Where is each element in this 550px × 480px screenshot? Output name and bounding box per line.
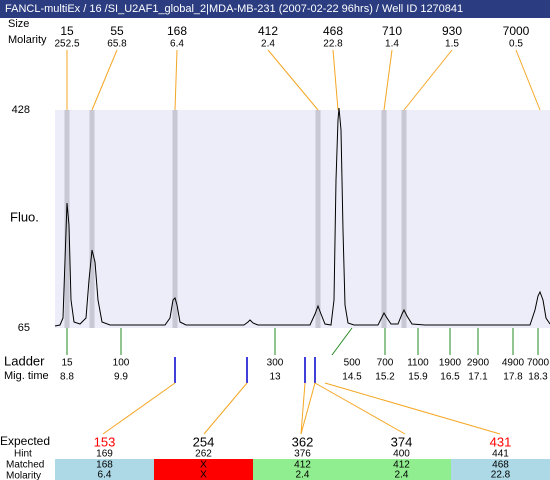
expected-label: Expected	[0, 434, 50, 448]
matched-label: Matched	[6, 460, 44, 471]
matched-cell	[352, 459, 451, 480]
y-min: 65	[18, 322, 30, 334]
hint-label: Hint	[14, 449, 32, 460]
peak-band	[64, 110, 70, 328]
matched-value: 168	[96, 460, 113, 471]
mig-time-label: Mig. time	[4, 370, 49, 382]
peak-band	[315, 110, 321, 328]
ladder-time: 15.2	[375, 372, 395, 383]
peak-connector	[515, 49, 541, 111]
ladder-size: 2900	[467, 358, 490, 369]
expected-value: 254	[193, 434, 215, 449]
ladder-time: 16.5	[440, 372, 460, 383]
peak-molarity: 2.4	[261, 39, 275, 50]
peak-size: 930	[442, 24, 462, 38]
molarity-value: 22.8	[491, 470, 511, 480]
hint-value: 441	[492, 449, 509, 460]
expected-value: 374	[391, 434, 413, 449]
hint-value: 400	[393, 449, 410, 460]
hint-value: 262	[195, 449, 212, 460]
connector	[300, 382, 306, 435]
matched-cell	[154, 459, 253, 480]
ladder-time: 17.1	[468, 372, 488, 383]
peak-size: 468	[323, 24, 343, 38]
peak-connector	[332, 49, 339, 111]
matched-value: X	[200, 460, 207, 471]
peak-size: 7000	[503, 24, 530, 38]
peak-connector	[174, 49, 178, 111]
molarity-value: 6.4	[98, 470, 112, 480]
size-label: Size	[8, 18, 29, 30]
y-max: 428	[12, 104, 30, 116]
molarity-row-label: Molarity	[6, 471, 41, 480]
ladder-tick	[331, 327, 353, 356]
matched-value: 468	[492, 460, 509, 471]
ladder-time: 15.9	[408, 372, 428, 383]
ladder-size: 4900	[502, 358, 525, 369]
matched-cell	[451, 459, 550, 480]
matched-cell	[253, 459, 352, 480]
ladder-time: 9.9	[114, 372, 128, 383]
peak-size: 710	[382, 24, 402, 38]
peak-size: 55	[110, 24, 124, 38]
ladder-size: 7000	[527, 358, 550, 369]
ladder-size: 15	[61, 358, 73, 369]
peak-connector	[383, 49, 393, 111]
header-bar	[0, 0, 550, 18]
expected-value: 362	[292, 434, 314, 449]
ladder-size: 1900	[439, 358, 462, 369]
matched-cell	[55, 459, 154, 480]
connector	[324, 382, 501, 435]
y-label: Fluo.	[10, 209, 39, 224]
peak-size: 168	[167, 24, 187, 38]
peak-band	[381, 110, 387, 328]
peak-band	[401, 110, 407, 328]
peak-connector	[267, 49, 319, 111]
connector	[300, 382, 316, 435]
peak-size: 412	[258, 24, 278, 38]
expected-value: 153	[94, 434, 116, 449]
peak-molarity: 22.8	[323, 39, 343, 50]
trace	[54, 107, 550, 327]
peak-molarity: 6.4	[170, 39, 184, 50]
connector	[203, 382, 248, 435]
ladder-size: 100	[113, 358, 130, 369]
plot-area	[55, 110, 550, 328]
molarity-value: 2.4	[395, 470, 409, 480]
ladder-label: Ladder	[4, 353, 45, 368]
ladder-size: 300	[267, 358, 284, 369]
peak-molarity: 252.5	[54, 39, 79, 50]
molarity-value: 2.4	[296, 470, 310, 480]
connector	[102, 382, 176, 435]
ladder-size: 500	[344, 358, 361, 369]
ladder-time: 14.5	[342, 372, 362, 383]
ladder-time: 8.8	[60, 372, 74, 383]
peak-molarity: 0.5	[509, 39, 523, 50]
ladder-size: 700	[377, 358, 394, 369]
ladder-time: 17.8	[503, 372, 523, 383]
ladder-size: 1100	[407, 358, 429, 369]
peak-connector	[403, 49, 453, 111]
molarity-label: Molarity	[8, 34, 47, 46]
hint-value: 169	[96, 449, 113, 460]
molarity-value: X	[200, 470, 207, 480]
ladder-time: 13	[269, 372, 281, 383]
ladder-time: 18.3	[528, 372, 548, 383]
hint-value: 376	[294, 449, 311, 460]
peak-band	[89, 110, 95, 328]
connector	[314, 382, 406, 435]
expected-value: 431	[490, 434, 512, 449]
header-title: FANCL-multiEx / 16 /SI_U2AF1_global_2|MD…	[5, 3, 463, 15]
peak-molarity: 65.8	[107, 39, 127, 50]
matched-value: 412	[393, 460, 410, 471]
matched-value: 412	[294, 460, 311, 471]
peak-molarity: 1.4	[385, 39, 399, 50]
peak-size: 15	[60, 24, 74, 38]
peak-molarity: 1.5	[445, 39, 459, 50]
peak-band	[172, 110, 178, 328]
peak-connector	[91, 49, 118, 111]
